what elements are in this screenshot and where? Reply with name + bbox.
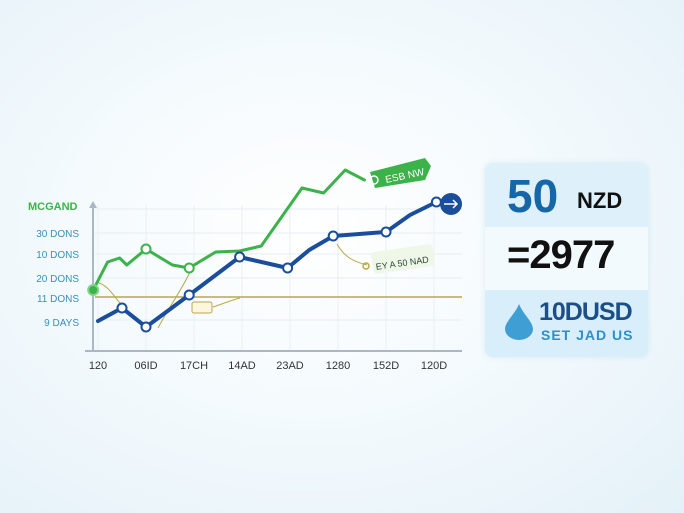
- data-point: [140, 321, 152, 333]
- converted-value: =2977: [507, 233, 615, 277]
- x-tick-label: 120D: [421, 360, 447, 372]
- y-tick-label: 11 DONS: [37, 294, 79, 305]
- data-point: [87, 284, 100, 296]
- tag-icon: [191, 301, 213, 314]
- chart-title: MCGAND: [28, 201, 78, 213]
- data-point: [140, 243, 152, 255]
- usd-value: 10DUSD: [539, 298, 633, 326]
- amount-value: 50: [507, 170, 559, 222]
- connector-curve: [157, 267, 193, 329]
- annotation-tag: [371, 244, 435, 274]
- y-tick-label: 9 DAYS: [44, 318, 79, 329]
- data-point: [380, 226, 392, 238]
- data-point: [430, 196, 442, 208]
- data-point: [116, 302, 128, 314]
- y-tick-label: 20 DONS: [36, 274, 79, 285]
- tag-hole-icon: [369, 175, 379, 185]
- arrow-right-icon: [444, 199, 459, 209]
- data-point: [234, 251, 246, 263]
- usd-subtitle: SET JAD US: [541, 327, 634, 343]
- data-point: [327, 230, 339, 242]
- x-tick-label: 14AD: [228, 360, 256, 372]
- y-tick-label: 10 DONS: [36, 250, 79, 261]
- water-drop-icon: [505, 304, 533, 340]
- tag-hole-icon: [362, 262, 370, 270]
- connector-curve: [212, 297, 241, 308]
- x-tick-label: 152D: [373, 360, 399, 372]
- usd-section: 10DUSD SET JAD US: [485, 290, 648, 357]
- rate-section: =2977: [485, 227, 648, 290]
- data-point: [282, 262, 294, 274]
- data-point: [183, 289, 195, 301]
- x-tick-label: 23AD: [276, 360, 304, 372]
- amount-currency: NZD: [577, 188, 623, 213]
- amount-section: 50 NZD: [485, 163, 648, 227]
- conversion-panel: 50 NZD =2977 10DUSD SET JAD US: [485, 163, 648, 357]
- annotation-tag: [370, 158, 431, 188]
- y-tick-label: 30 DONS: [36, 229, 79, 240]
- x-tick-label: 06ID: [134, 360, 157, 372]
- x-tick-label: 1280: [326, 360, 350, 372]
- y-axis-arrow-icon: [89, 201, 97, 208]
- x-tick-label: 120: [89, 360, 107, 372]
- series-line: [91, 168, 366, 292]
- data-point: [183, 262, 195, 274]
- x-tick-label: 17CH: [180, 360, 208, 372]
